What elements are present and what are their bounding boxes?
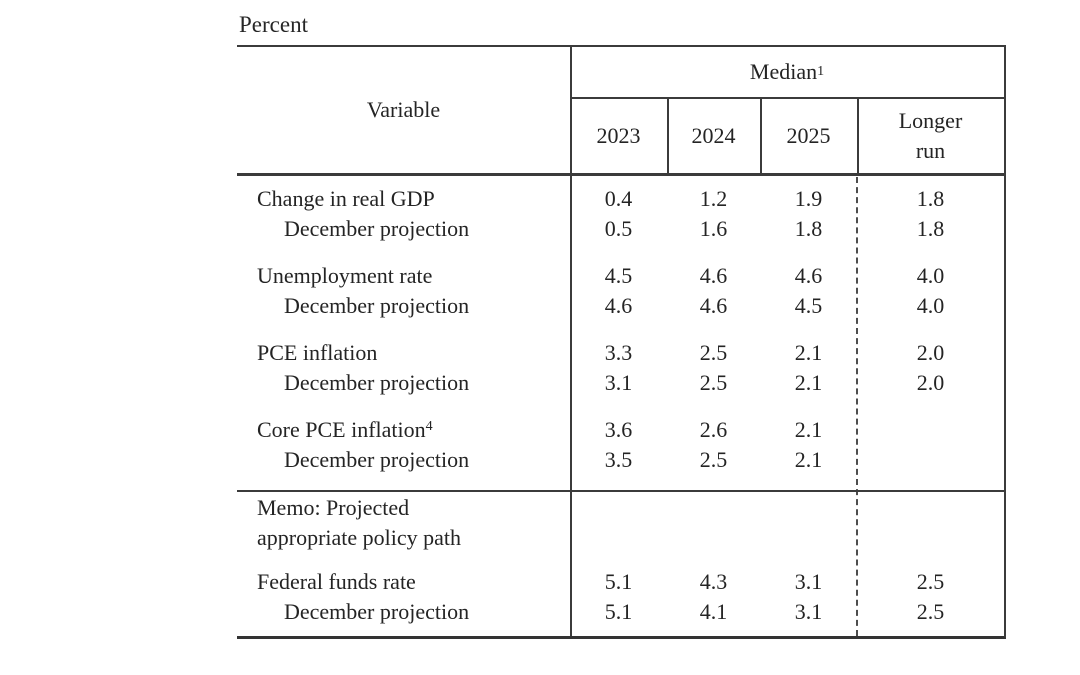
column-header-longer-run: Longer run	[857, 97, 1004, 175]
cell-longer-run: 2.0	[916, 370, 945, 395]
memo-section-rule	[237, 490, 1004, 492]
cell-2024: 4.3	[699, 569, 728, 594]
cell-2023: 4.5	[604, 263, 633, 288]
cell-longer-run: 4.0	[916, 293, 945, 318]
memo-line1: Memo: Projected	[257, 495, 410, 520]
column-header-2023: 2023	[596, 123, 641, 148]
federal-funds-rows: Federal funds rate 5.1 4.3 3.1 2.5 Decem…	[237, 567, 1004, 627]
table-row: December projection 0.5 1.6 1.8 1.8	[237, 214, 1004, 244]
cell-longer-run: 2.5	[916, 599, 945, 624]
cell-2025: 2.1	[794, 340, 823, 365]
cell-2025: 2.1	[794, 370, 823, 395]
median-label: Median	[749, 59, 818, 84]
median-underline-rule	[570, 97, 1004, 99]
row-label: December projection	[284, 370, 470, 395]
cell-2023: 3.1	[604, 370, 633, 395]
year-divider-2023-2024	[667, 97, 669, 175]
cell-2025: 2.1	[794, 447, 823, 472]
table-row: Core PCE inflation4 3.6 2.6 2.1	[237, 415, 1004, 445]
header-bottom-rule	[237, 173, 1004, 176]
cell-2023: 3.6	[604, 417, 633, 442]
cell-2023: 3.3	[604, 340, 633, 365]
cell-2024: 1.2	[699, 186, 728, 211]
cell-longer-run: 1.8	[916, 216, 945, 241]
row-label: Core PCE inflation4	[257, 417, 433, 442]
column-header-variable: Variable	[366, 97, 441, 122]
longer-run-dashed-divider	[856, 177, 858, 636]
cell-2024: 4.1	[699, 599, 728, 624]
table-row: December projection 5.1 4.1 3.1 2.5	[237, 597, 1004, 627]
longer-run-line2: run	[915, 138, 946, 163]
memo-line2: appropriate policy path	[257, 525, 462, 550]
row-label: December projection	[284, 447, 470, 472]
row-label: December projection	[284, 293, 470, 318]
row-label: PCE inflation	[257, 340, 378, 365]
cell-2024: 2.5	[699, 370, 728, 395]
table-body-upper: Change in real GDP 0.4 1.2 1.9 1.8 Decem…	[237, 176, 1004, 475]
year-divider-2024-2025	[760, 97, 762, 175]
table-row: December projection 3.5 2.5 2.1	[237, 445, 1004, 475]
cell-longer-run: 2.0	[916, 340, 945, 365]
row-label: Federal funds rate	[257, 569, 416, 594]
table-row: December projection 4.6 4.6 4.5 4.0	[237, 291, 1004, 321]
cell-2025: 3.1	[794, 569, 823, 594]
cell-2025: 4.5	[794, 293, 823, 318]
cell-2023: 5.1	[604, 569, 633, 594]
cell-longer-run: 2.5	[916, 569, 945, 594]
table-body-memo-section: Memo: Projected appropriate policy path …	[237, 493, 1004, 627]
cell-2025: 3.1	[794, 599, 823, 624]
cell-longer-run: 4.0	[916, 263, 945, 288]
cell-2023: 0.4	[604, 186, 633, 211]
cell-2024: 1.6	[699, 216, 728, 241]
table-row: Change in real GDP 0.4 1.2 1.9 1.8	[237, 184, 1004, 214]
cell-2023: 5.1	[604, 599, 633, 624]
table-row: Unemployment rate 4.5 4.6 4.6 4.0	[237, 261, 1004, 291]
cell-2024: 2.5	[699, 340, 728, 365]
year-divider-2025-longer-run	[857, 97, 859, 175]
cell-2024: 4.6	[699, 293, 728, 318]
cell-2025: 4.6	[794, 263, 823, 288]
column-header-2025: 2025	[786, 123, 831, 148]
row-label: Unemployment rate	[257, 263, 433, 288]
row-label: December projection	[284, 599, 470, 624]
memo-label: Memo: Projected appropriate policy path	[237, 493, 570, 553]
cell-2025: 1.8	[794, 216, 823, 241]
cell-2023: 3.5	[604, 447, 633, 472]
core-pce-footnote-marker: 4	[425, 419, 433, 434]
cell-2025: 1.9	[794, 186, 823, 211]
column-header-median: Median 1	[749, 59, 825, 84]
cell-2023: 4.6	[604, 293, 633, 318]
cell-2023: 0.5	[604, 216, 633, 241]
table-row: Federal funds rate 5.1 4.3 3.1 2.5	[237, 567, 1004, 597]
row-label: December projection	[284, 216, 470, 241]
table-row: PCE inflation 3.3 2.5 2.1 2.0	[237, 338, 1004, 368]
unit-label: Percent	[239, 12, 308, 37]
cell-2024: 2.6	[699, 417, 728, 442]
row-label: Change in real GDP	[257, 186, 435, 211]
economic-projections-table: Variable Median 1 2023 2024 2025 Longer r…	[237, 45, 1006, 639]
column-header-2024: 2024	[691, 123, 736, 148]
variable-column-divider-line	[570, 47, 572, 636]
table-row: December projection 3.1 2.5 2.1 2.0	[237, 368, 1004, 398]
cell-2024: 4.6	[699, 263, 728, 288]
longer-run-line1: Longer	[898, 108, 963, 133]
cell-2024: 2.5	[699, 447, 728, 472]
cell-2025: 2.1	[794, 417, 823, 442]
cell-longer-run: 1.8	[916, 186, 945, 211]
